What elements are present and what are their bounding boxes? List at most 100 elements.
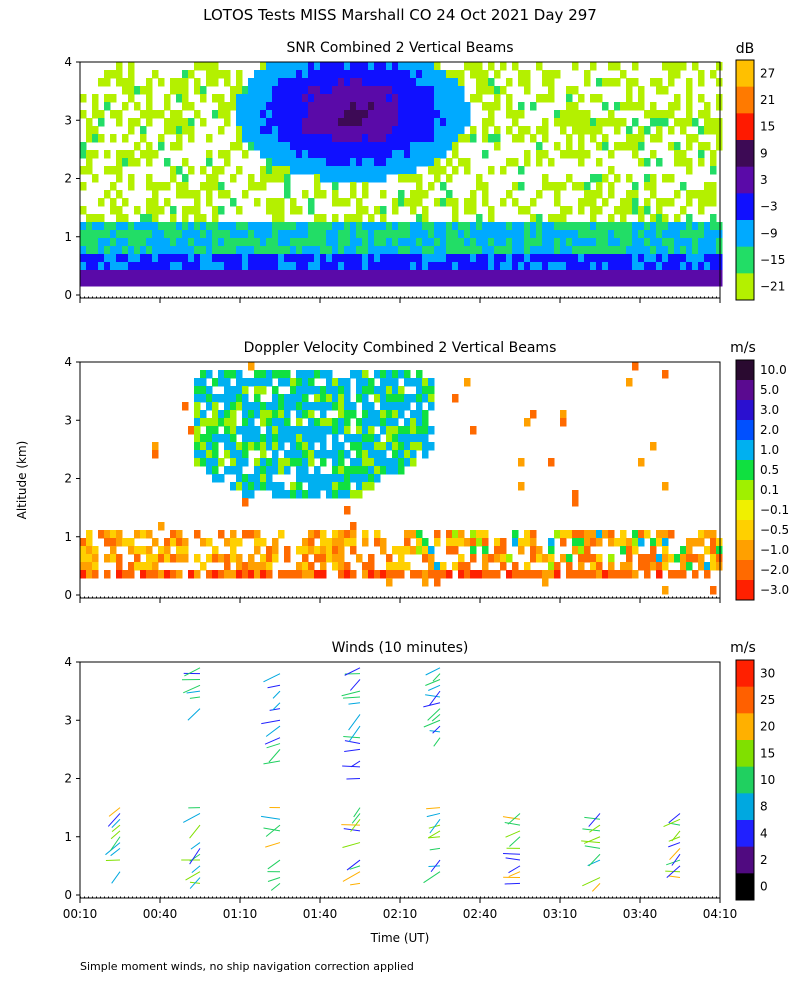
snr-cell bbox=[368, 254, 375, 263]
snr-cell bbox=[470, 246, 477, 255]
velocity-cell bbox=[80, 538, 87, 547]
snr-cell bbox=[632, 238, 639, 247]
snr-cell bbox=[110, 134, 117, 143]
snr-cell bbox=[458, 246, 465, 255]
velocity-cell bbox=[512, 562, 519, 571]
x-tick-label: 00:40 bbox=[143, 907, 178, 921]
velocity-cell bbox=[404, 426, 411, 435]
snr-cell bbox=[140, 86, 147, 95]
snr-cell bbox=[128, 78, 135, 87]
velocity-cell bbox=[248, 562, 255, 571]
velocity-cell bbox=[314, 370, 321, 379]
snr-cell bbox=[578, 262, 585, 271]
velocity-cell bbox=[392, 402, 399, 411]
snr-cell bbox=[584, 262, 591, 271]
snr-cell bbox=[596, 142, 603, 151]
snr-cell bbox=[698, 126, 705, 135]
snr-cell bbox=[620, 254, 627, 263]
snr-cell bbox=[566, 278, 573, 287]
snr-cell bbox=[350, 110, 357, 119]
snr-cell bbox=[182, 214, 189, 223]
velocity-cell bbox=[374, 570, 381, 579]
snr-cell bbox=[488, 278, 495, 287]
velocity-cell bbox=[86, 546, 93, 555]
velocity-cell bbox=[398, 410, 405, 419]
snr-cell bbox=[614, 78, 621, 87]
snr-cell bbox=[416, 174, 423, 183]
snr-cell bbox=[650, 278, 657, 287]
snr-cell bbox=[218, 206, 225, 215]
snr-cell bbox=[218, 182, 225, 191]
snr-cell bbox=[392, 110, 399, 119]
snr-cell bbox=[506, 126, 513, 135]
velocity-cell bbox=[368, 418, 375, 427]
snr-cell bbox=[620, 214, 627, 223]
snr-cell bbox=[464, 230, 471, 239]
velocity-cell bbox=[230, 554, 237, 563]
velocity-cell bbox=[452, 562, 459, 571]
velocity-cell bbox=[530, 570, 537, 579]
velocity-cell bbox=[272, 410, 279, 419]
snr-cell bbox=[170, 86, 177, 95]
velocity-cell bbox=[116, 554, 123, 563]
snr-cell bbox=[254, 270, 261, 279]
velocity-cell bbox=[368, 450, 375, 459]
snr-cell bbox=[716, 126, 723, 135]
snr-cell bbox=[272, 126, 279, 135]
velocity-cell bbox=[356, 434, 363, 443]
velocity-cell bbox=[488, 554, 495, 563]
snr-cell bbox=[404, 158, 411, 167]
snr-cell bbox=[398, 166, 405, 175]
snr-cell bbox=[698, 270, 705, 279]
snr-cell bbox=[110, 166, 117, 175]
velocity-cell bbox=[464, 570, 471, 579]
velocity-cell bbox=[416, 370, 423, 379]
velocity-cell bbox=[530, 410, 537, 419]
snr-cell bbox=[674, 278, 681, 287]
snr-cell bbox=[362, 126, 369, 135]
snr-cell bbox=[506, 254, 513, 263]
snr-cell bbox=[458, 94, 465, 103]
snr-cell bbox=[116, 70, 123, 79]
snr-cell bbox=[80, 238, 87, 247]
snr-cell bbox=[230, 102, 237, 111]
velocity-cell bbox=[314, 426, 321, 435]
wind-barb bbox=[505, 883, 520, 884]
snr-cell bbox=[488, 262, 495, 271]
snr-cell bbox=[350, 126, 357, 135]
velocity-cell bbox=[428, 554, 435, 563]
snr-cell bbox=[278, 158, 285, 167]
snr-cell bbox=[428, 270, 435, 279]
snr-cell bbox=[602, 102, 609, 111]
velocity-cell bbox=[632, 362, 639, 371]
snr-cell bbox=[464, 206, 471, 215]
snr-cell bbox=[230, 174, 237, 183]
snr-cell bbox=[626, 86, 633, 95]
snr-cell bbox=[296, 126, 303, 135]
snr-cell bbox=[266, 62, 273, 71]
snr-cell bbox=[560, 230, 567, 239]
velocity-cell bbox=[308, 426, 315, 435]
colorbar-label: −15 bbox=[760, 253, 785, 267]
snr-cell bbox=[170, 110, 177, 119]
snr-cell bbox=[644, 182, 651, 191]
snr-cell bbox=[338, 198, 345, 207]
snr-cell bbox=[518, 278, 525, 287]
velocity-cell bbox=[302, 546, 309, 555]
velocity-cell bbox=[404, 370, 411, 379]
snr-cell bbox=[608, 150, 615, 159]
snr-cell bbox=[374, 102, 381, 111]
snr-cell bbox=[392, 150, 399, 159]
snr-cell bbox=[350, 142, 357, 151]
snr-cell bbox=[512, 134, 519, 143]
snr-cell bbox=[518, 126, 525, 135]
snr-cell bbox=[584, 246, 591, 255]
snr-cell bbox=[656, 78, 663, 87]
velocity-cell bbox=[638, 538, 645, 547]
velocity-cell bbox=[122, 538, 129, 547]
snr-cell bbox=[170, 222, 177, 231]
snr-cell bbox=[314, 190, 321, 199]
velocity-cell bbox=[158, 522, 165, 531]
velocity-cell bbox=[566, 554, 573, 563]
snr-cell bbox=[290, 86, 297, 95]
